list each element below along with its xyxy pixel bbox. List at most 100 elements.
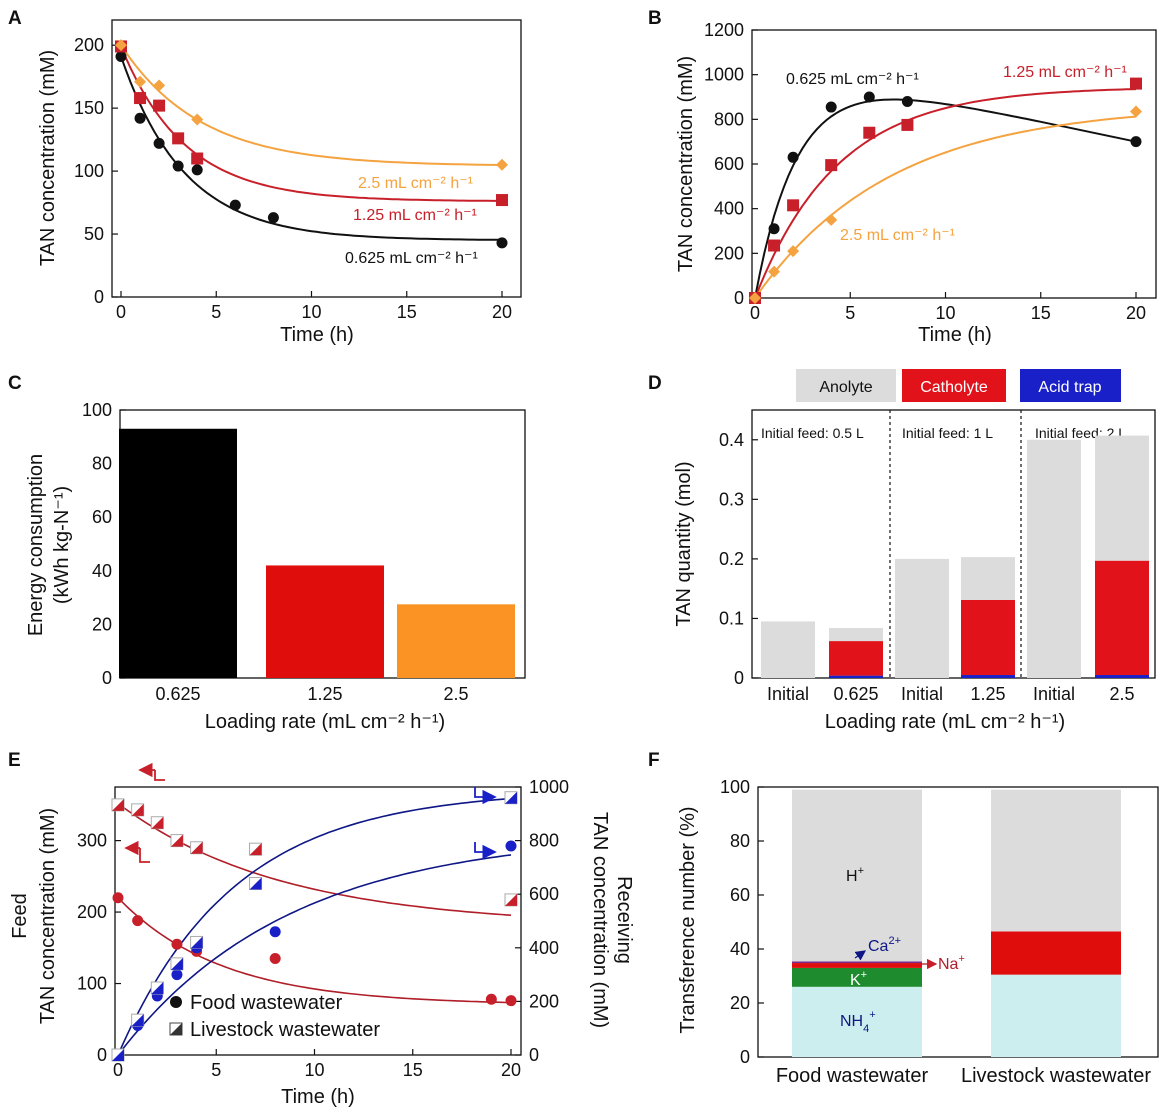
panel-d-category-label: 0.625: [833, 684, 878, 704]
panel-a-point: [134, 75, 147, 88]
panel-b-label-1-25: 1.25 mL cm⁻² h⁻¹: [1003, 64, 1127, 81]
panel-c-ytick-label: 60: [92, 507, 112, 527]
panel-e-point-fill: [505, 893, 517, 906]
panel-e-right-ytick-label: 200: [529, 991, 559, 1011]
panel-e-left-ytick-label: 100: [77, 974, 107, 994]
panel-d-xlabel: Loading rate (mL cm⁻² h⁻¹): [825, 711, 1065, 733]
panel-c-chart: 0 20 40 60 80 100 0.625 1.25 2.5 Loading rate (…: [25, 400, 526, 733]
panel-d-bar-anolyte: [961, 557, 1015, 600]
panel-c-ytick-label: 80: [92, 454, 112, 474]
panel-e-point-fill: [190, 936, 203, 949]
panel-a-xtick-label: 10: [301, 302, 321, 322]
panel-f-bar-naplus: [991, 931, 1121, 975]
panel-e-point-fill: [151, 982, 164, 994]
panel-a-point: [172, 160, 184, 172]
panel-e-xtick-label: 15: [403, 1060, 423, 1080]
panel-label-a: A: [8, 8, 22, 29]
panel-e-xtick-label: 10: [304, 1060, 324, 1080]
legend-anolyte-swatch: [796, 369, 896, 402]
legend-acid-trap-label: Acid trap: [1038, 379, 1101, 396]
panel-a-point: [115, 51, 127, 63]
panel-f-bar-kplus: [792, 967, 922, 987]
panel-a-point: [153, 137, 165, 149]
panel-f-label-h: H+: [846, 865, 864, 885]
panel-a-point: [229, 199, 241, 211]
panel-d-ytick-label: 0.3: [719, 489, 744, 509]
panel-e-ylabel-right-1: Receiving: [613, 876, 635, 964]
panel-a-point: [153, 99, 166, 112]
panel-b-point: [863, 91, 875, 103]
panel-e-point: [112, 892, 124, 904]
legend-food-marker: [170, 996, 182, 1008]
panel-d-group-0-5l: Initial feed: 0.5 L: [761, 425, 864, 441]
panel-b-point: [1130, 77, 1142, 90]
panel-f-cat-livestock: Livestock wastewater: [961, 1065, 1151, 1087]
panel-a-xtick-label: 15: [397, 302, 417, 322]
panel-e-point-fill: [190, 841, 203, 854]
panel-e-fit-line: [117, 802, 512, 916]
panel-b-point: [768, 239, 781, 252]
panel-c-ytick-label: 100: [82, 400, 112, 420]
panel-d-ylabel: TAN quantity (mol): [673, 461, 695, 626]
legend-livestock-label: Livestock wastewater: [190, 1019, 380, 1041]
panel-a-xlabel: Time (h): [280, 324, 354, 346]
panel-e-xtick-label: 5: [211, 1060, 221, 1080]
panel-a-point: [191, 164, 203, 176]
panel-b-xtick-label: 20: [1126, 303, 1146, 323]
panel-f-frame: [757, 786, 1159, 1058]
panel-b-point: [1130, 105, 1142, 118]
panel-e-point: [505, 840, 517, 852]
panel-e-ylabel-left-2: TAN concentration (mM): [37, 808, 59, 1024]
panel-e-point-fill: [151, 816, 164, 829]
panel-label-e: E: [8, 750, 21, 771]
panel-d-category-label: Initial: [901, 684, 943, 704]
panel-b-point: [749, 292, 761, 304]
panel-b-point: [825, 101, 837, 113]
panel-e-ylabel-right-2: TAN concentration (mM): [589, 812, 611, 1028]
panel-e-point: [132, 915, 144, 927]
panel-e-point-fill: [249, 877, 262, 890]
panel-d-ytick-label: 0.1: [719, 608, 744, 628]
panel-e-arrow-livestock-receiving: [474, 787, 497, 805]
panel-f-ytick-label: 100: [720, 777, 750, 797]
panel-e-point: [171, 938, 183, 950]
panel-f-ytick-label: 0: [740, 1047, 750, 1067]
panel-a-frame: [111, 19, 522, 298]
panel-d-category-label: Initial: [767, 684, 809, 704]
panel-b-xtick-label: 15: [1031, 303, 1051, 323]
panel-a-point: [496, 158, 508, 171]
panel-c-bar-1-25: [266, 565, 384, 678]
panel-e-fit-line: [117, 897, 512, 1004]
panel-b-xlabel: Time (h): [918, 324, 992, 346]
panel-a-xtick-label: 20: [492, 302, 512, 322]
panel-b-ytick-label: 1200: [704, 20, 744, 40]
panel-f-label-k: K+: [850, 969, 867, 989]
panel-a-label-0-625: 0.625 mL cm⁻² h⁻¹: [345, 250, 478, 267]
panel-b-ytick-label: 1000: [704, 65, 744, 85]
panel-f-bar-naplus: [792, 963, 922, 968]
panel-d-bar-anolyte: [1027, 439, 1081, 678]
panel-d-group-1l: Initial feed: 1 L: [902, 425, 993, 441]
panel-a-ytick-label: 50: [84, 224, 104, 244]
panel-a-point: [191, 152, 204, 165]
panel-b-ytick-label: 600: [714, 154, 744, 174]
panel-c-ytick-label: 40: [92, 561, 112, 581]
panel-a-point: [153, 79, 166, 92]
panel-e-point-fill: [505, 791, 517, 804]
panel-b-point: [787, 199, 800, 212]
panel-e-point: [485, 993, 497, 1005]
panel-d-category-label: 1.25: [970, 684, 1005, 704]
legend-catholyte-swatch: [902, 369, 1006, 402]
panel-e-point: [505, 995, 517, 1007]
panel-a-point: [115, 39, 127, 52]
panel-b-point: [1130, 136, 1142, 148]
panel-e-right-ytick-label: 800: [529, 831, 559, 851]
panel-d-ytick-label: 0.4: [719, 430, 744, 450]
panel-b-point: [825, 159, 838, 172]
panel-b-label-2-5: 2.5 mL cm⁻² h⁻¹: [840, 227, 955, 244]
panel-f-bar-nh4plus: [792, 986, 922, 1057]
panel-a-point: [496, 194, 508, 207]
panel-e-arrow-food-feed: [139, 848, 150, 863]
